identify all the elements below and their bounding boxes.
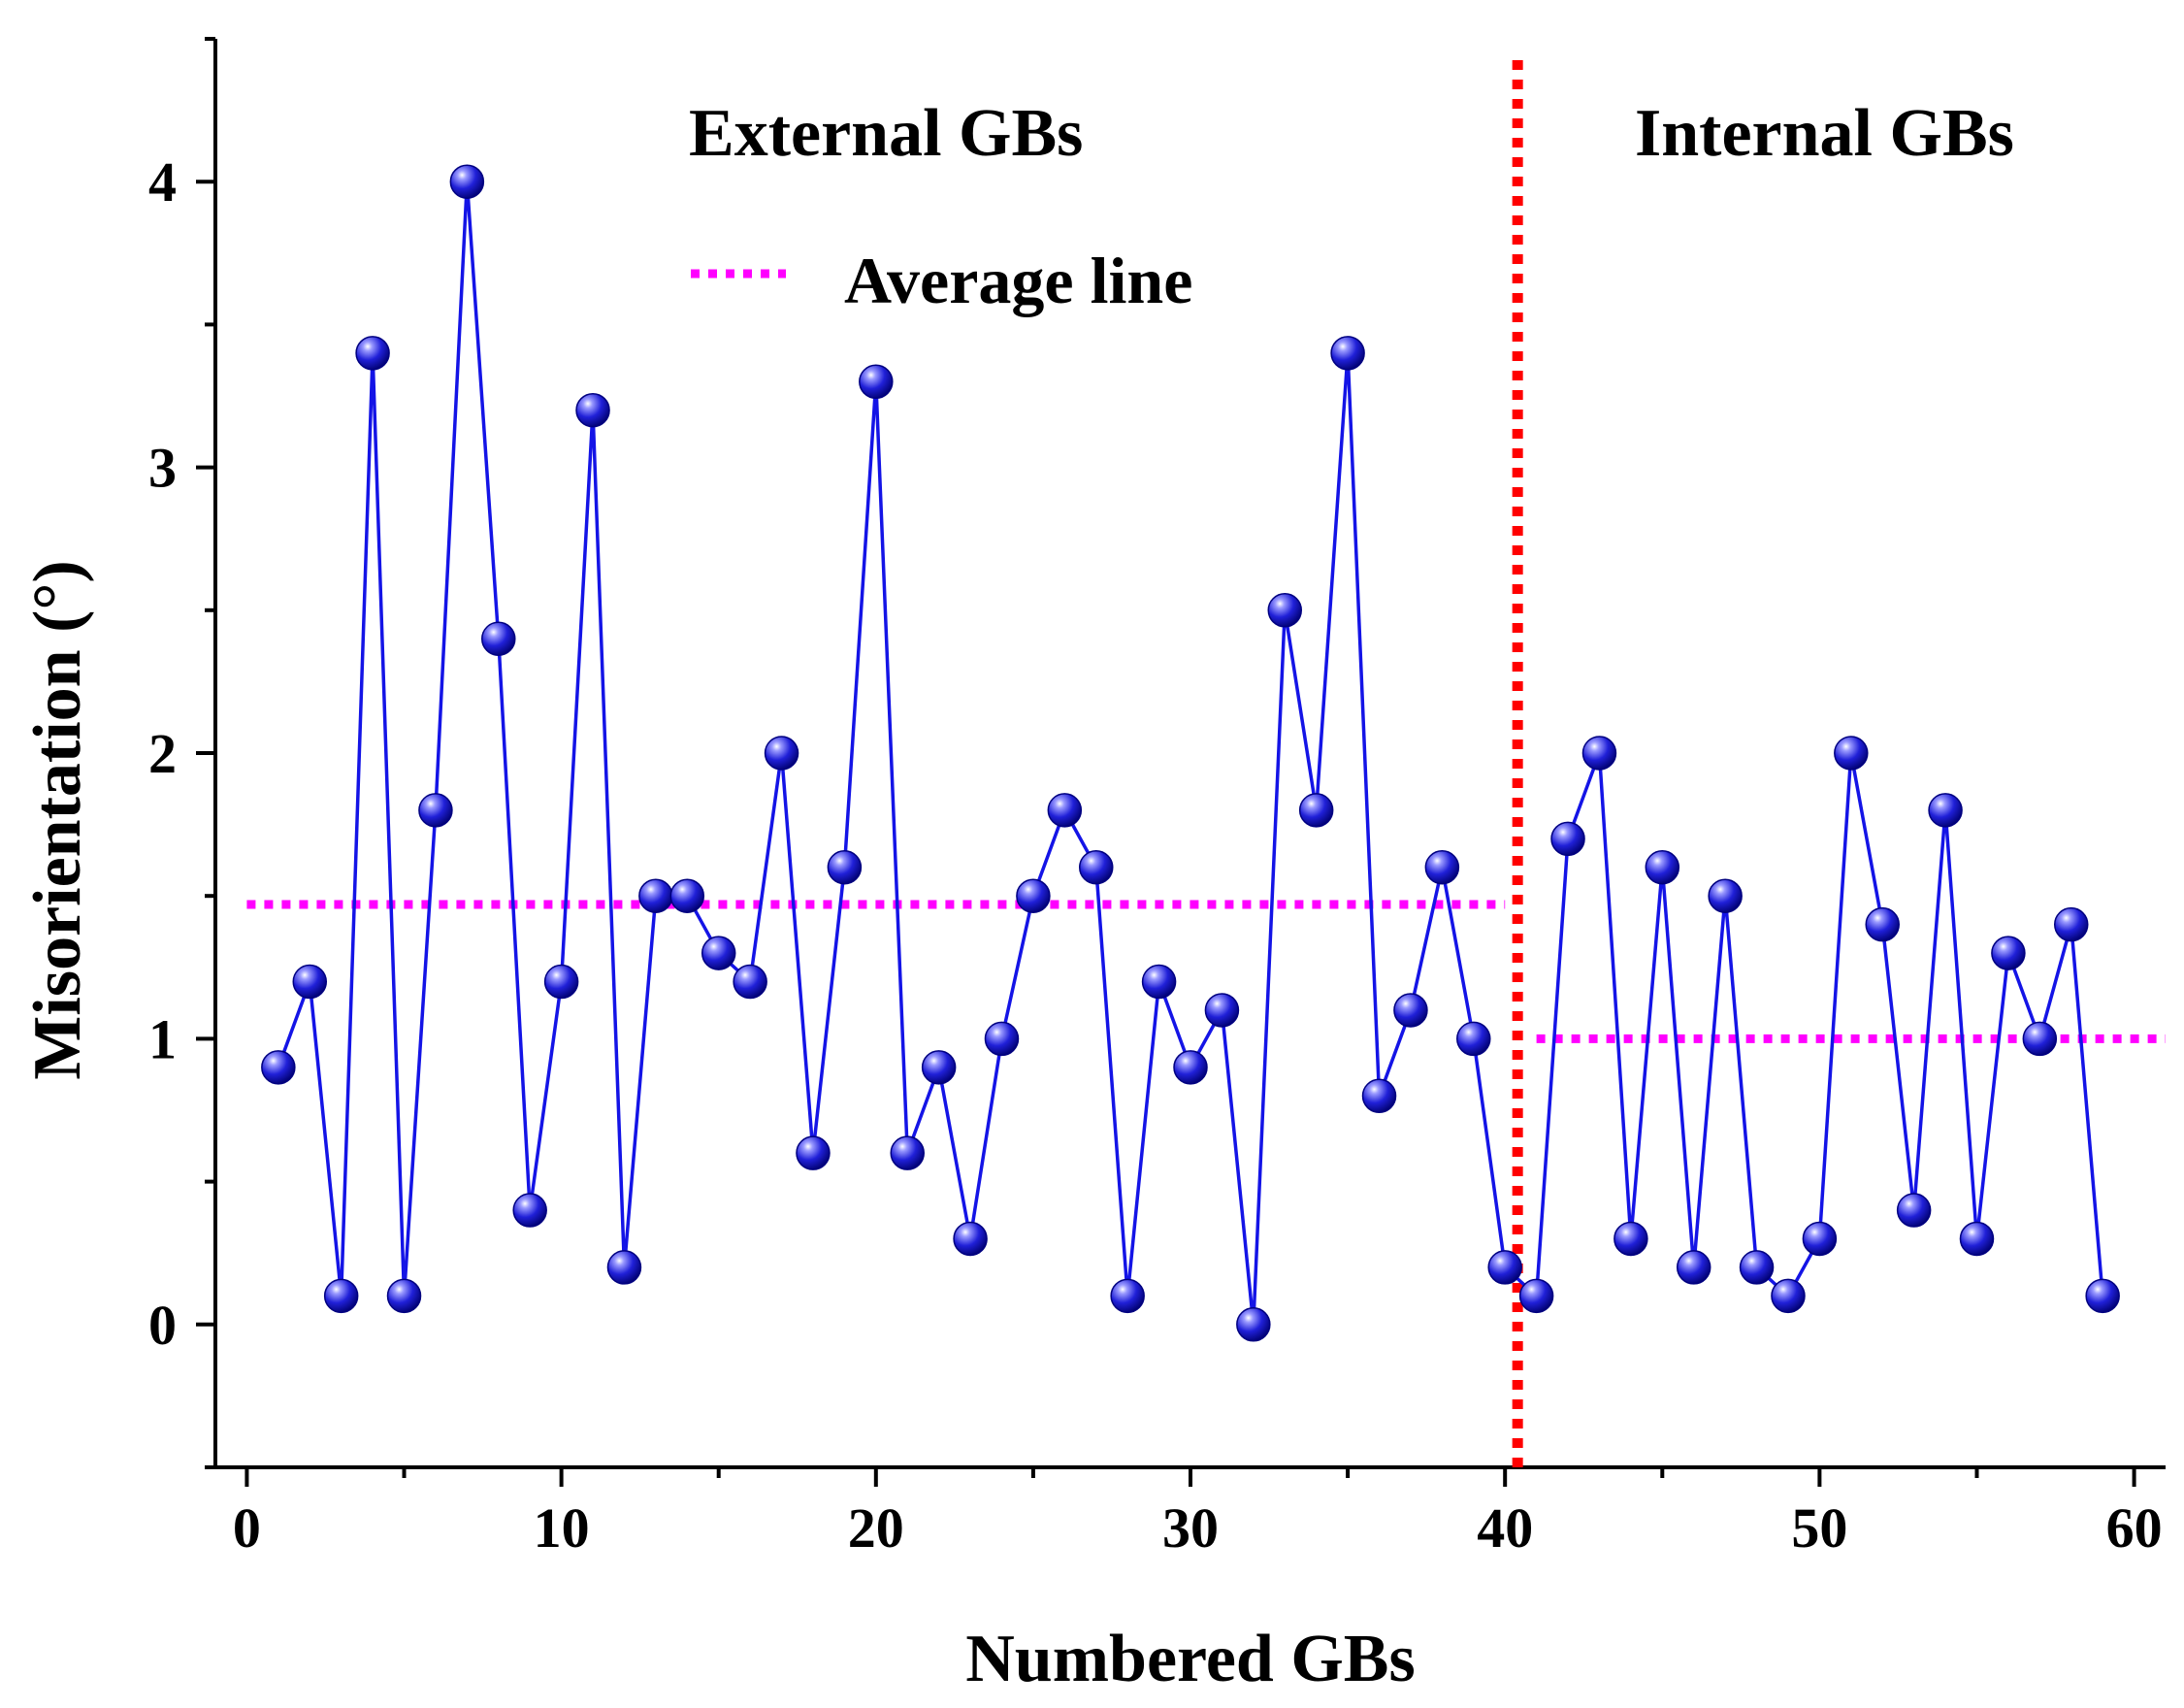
data-point: [2053, 906, 2089, 942]
series-line: [277, 181, 2104, 1325]
data-point: [1645, 850, 1680, 885]
y-tick-label: 4: [148, 150, 177, 214]
data-point: [1456, 1021, 1491, 1057]
data-point: [1298, 793, 1334, 828]
data-point: [733, 964, 767, 1000]
data-point: [859, 364, 894, 400]
data-point: [323, 1278, 359, 1314]
y-tick-label: 3: [148, 437, 177, 500]
x-tick-label: 60: [2106, 1496, 2163, 1560]
data-point: [1834, 736, 1869, 771]
x-axis-title: Numbered GBs: [965, 1622, 1415, 1696]
data-point: [638, 878, 673, 913]
data-point: [1141, 964, 1177, 1000]
data-point: [1708, 878, 1743, 913]
data-point: [1016, 878, 1051, 913]
data-point: [1771, 1278, 1806, 1314]
data-point: [355, 336, 390, 371]
data-point: [1487, 1250, 1522, 1285]
data-point: [669, 878, 705, 913]
x-tick-label: 10: [534, 1496, 590, 1560]
x-tick-label: 0: [233, 1496, 261, 1560]
data-point: [984, 1021, 1020, 1057]
data-point: [292, 964, 328, 1000]
y-tick-label: 0: [148, 1294, 177, 1357]
data-point: [1267, 593, 1303, 628]
data-point: [827, 850, 863, 885]
data-point: [1928, 793, 1963, 828]
data-point: [701, 936, 736, 970]
data-point: [796, 1135, 831, 1170]
data-point: [1361, 1078, 1397, 1114]
data-point: [1614, 1221, 1648, 1257]
axes: 0 10 20 30 40 50 60 0 1 2 3 4: [148, 37, 2163, 1560]
y-tick-label: 2: [148, 722, 177, 785]
x-tick-label: 40: [1477, 1496, 1533, 1560]
data-point: [1896, 1193, 1932, 1228]
data-point: [418, 793, 453, 828]
data-point: [2022, 1021, 2058, 1057]
data-point: [953, 1221, 988, 1257]
data-point: [1581, 736, 1617, 771]
data-point: [1078, 850, 1114, 885]
annotation-external: External GBs: [689, 96, 1083, 171]
data-point: [1518, 1278, 1554, 1314]
data-point: [1676, 1250, 1711, 1285]
annotation-internal: Internal GBs: [1635, 96, 2014, 171]
data-point: [764, 736, 799, 771]
data-point: [1204, 993, 1240, 1028]
data-point: [261, 1050, 296, 1085]
data-point: [1739, 1250, 1775, 1285]
y-axis-title: Misorientation (°): [20, 560, 95, 1079]
data-point: [1393, 993, 1428, 1028]
average-lines: [246, 900, 2166, 1043]
data-point: [1991, 936, 2026, 970]
data-point: [1865, 906, 1900, 942]
x-tick-label: 20: [848, 1496, 904, 1560]
data-series: [261, 164, 2120, 1342]
legend: Average line: [691, 244, 1192, 317]
data-point: [1173, 1050, 1208, 1085]
data-point: [1047, 793, 1083, 828]
data-point: [575, 392, 610, 428]
data-point: [543, 964, 579, 1000]
data-point: [481, 621, 516, 656]
data-point: [1330, 336, 1365, 371]
data-point: [890, 1135, 925, 1170]
data-point: [1959, 1221, 1995, 1257]
data-point: [1110, 1278, 1145, 1314]
data-point: [606, 1250, 642, 1285]
data-point: [386, 1278, 422, 1314]
x-tick-label: 50: [1791, 1496, 1847, 1560]
data-point: [1550, 821, 1585, 857]
y-tick-label: 1: [148, 1007, 177, 1070]
data-point: [1236, 1307, 1271, 1342]
data-point: [449, 164, 485, 199]
x-tick-label: 30: [1162, 1496, 1219, 1560]
data-point: [1424, 850, 1460, 885]
data-point: [1802, 1221, 1838, 1257]
data-point: [921, 1050, 957, 1085]
data-point: [512, 1193, 547, 1228]
legend-label: Average line: [844, 244, 1192, 317]
data-point: [2085, 1278, 2120, 1314]
